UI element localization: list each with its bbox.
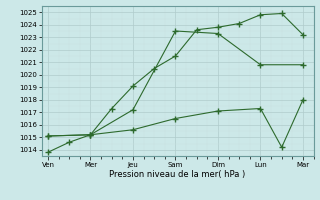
X-axis label: Pression niveau de la mer( hPa ): Pression niveau de la mer( hPa ) (109, 170, 246, 179)
